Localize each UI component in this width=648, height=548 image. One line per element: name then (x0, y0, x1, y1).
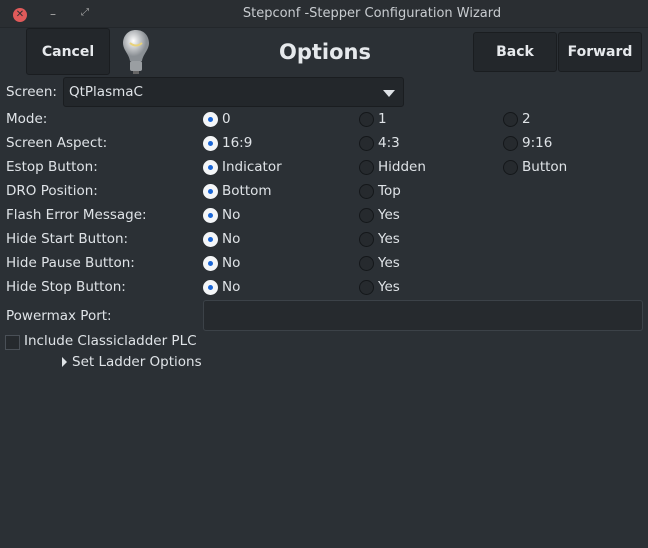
radio-label: 1 (378, 111, 387, 127)
radio-option[interactable]: No (203, 255, 240, 271)
row-label: Hide Start Button: (6, 231, 129, 247)
radio-icon (203, 135, 218, 151)
row-label: DRO Position: (6, 183, 98, 199)
chevron-down-icon (383, 90, 395, 97)
radio-label: Bottom (222, 183, 272, 199)
radio-icon (359, 111, 374, 127)
powermax-label: Powermax Port: (6, 308, 112, 324)
radio-option[interactable]: Indicator (203, 159, 282, 175)
radio-label: No (222, 231, 241, 247)
radio-option[interactable]: 1 (359, 111, 387, 127)
radio-icon (203, 279, 218, 295)
minimize-icon[interactable]: – (50, 7, 56, 21)
radio-option[interactable]: Yes (359, 207, 400, 223)
ladder-options-label: Set Ladder Options (72, 354, 202, 370)
radio-icon (359, 255, 374, 271)
radio-icon (359, 207, 374, 223)
radio-option[interactable]: Yes (359, 279, 400, 295)
radio-option[interactable]: Yes (359, 231, 400, 247)
radio-label: Yes (378, 207, 400, 223)
row-label: Screen Aspect: (6, 135, 108, 151)
radio-icon (203, 207, 218, 223)
row-label: Flash Error Message: (6, 207, 147, 223)
radio-icon (359, 183, 374, 199)
row-label: Hide Pause Button: (6, 255, 135, 271)
radio-option[interactable]: 2 (503, 111, 531, 127)
radio-option[interactable]: Hidden (359, 159, 426, 175)
lightbulb-icon (123, 30, 149, 74)
radio-option[interactable]: No (203, 231, 240, 247)
radio-label: 9:16 (522, 135, 553, 151)
screen-label: Screen: (6, 84, 57, 100)
radio-label: No (222, 279, 241, 295)
maximize-icon[interactable]: ⤢ (81, 7, 89, 18)
page-title: Options (279, 40, 371, 64)
radio-option[interactable]: No (203, 207, 240, 223)
title-bar: ✕ – ⤢ Stepconf -Stepper Configuration Wi… (0, 0, 648, 28)
powermax-port-input[interactable] (203, 300, 643, 331)
screen-select[interactable]: QtPlasmaC (63, 77, 404, 107)
radio-icon (503, 159, 518, 175)
forward-button[interactable]: Forward (558, 32, 642, 72)
radio-option[interactable]: 4:3 (359, 135, 400, 151)
ladder-options-expander[interactable]: Set Ladder Options (62, 354, 202, 370)
radio-label: Top (378, 183, 401, 199)
radio-label: No (222, 255, 241, 271)
radio-option[interactable]: 0 (203, 111, 231, 127)
radio-option[interactable]: 9:16 (503, 135, 552, 151)
screen-value: QtPlasmaC (69, 84, 143, 100)
radio-icon (203, 183, 218, 199)
radio-label: Button (522, 159, 568, 175)
window-title: Stepconf -Stepper Configuration Wizard (242, 6, 502, 21)
radio-option[interactable]: Yes (359, 255, 400, 271)
radio-icon (359, 279, 374, 295)
radio-icon (359, 159, 374, 175)
radio-label: Hidden (378, 159, 426, 175)
radio-option[interactable]: No (203, 279, 240, 295)
close-icon[interactable]: ✕ (13, 8, 27, 22)
radio-icon (503, 135, 518, 151)
classicladder-checkbox[interactable] (5, 335, 20, 350)
radio-label: 0 (222, 111, 231, 127)
radio-icon (203, 111, 218, 127)
radio-option[interactable]: Bottom (203, 183, 272, 199)
cancel-button[interactable]: Cancel (26, 28, 110, 75)
back-button[interactable]: Back (473, 32, 557, 72)
radio-option[interactable]: Top (359, 183, 401, 199)
radio-icon (203, 231, 218, 247)
radio-label: No (222, 207, 241, 223)
classicladder-label[interactable]: Include Classicladder PLC (24, 333, 197, 349)
expander-arrow-icon (62, 357, 67, 367)
radio-icon (503, 111, 518, 127)
radio-label: Yes (378, 279, 400, 295)
radio-label: Indicator (222, 159, 282, 175)
row-label: Estop Button: (6, 159, 98, 175)
row-label: Hide Stop Button: (6, 279, 126, 295)
radio-icon (203, 255, 218, 271)
radio-label: Yes (378, 255, 400, 271)
radio-label: 16:9 (222, 135, 253, 151)
radio-icon (359, 135, 374, 151)
radio-icon (359, 231, 374, 247)
radio-label: 4:3 (378, 135, 400, 151)
row-label: Mode: (6, 111, 48, 127)
radio-label: 2 (522, 111, 531, 127)
radio-option[interactable]: 16:9 (203, 135, 252, 151)
radio-label: Yes (378, 231, 400, 247)
radio-option[interactable]: Button (503, 159, 567, 175)
radio-icon (203, 159, 218, 175)
